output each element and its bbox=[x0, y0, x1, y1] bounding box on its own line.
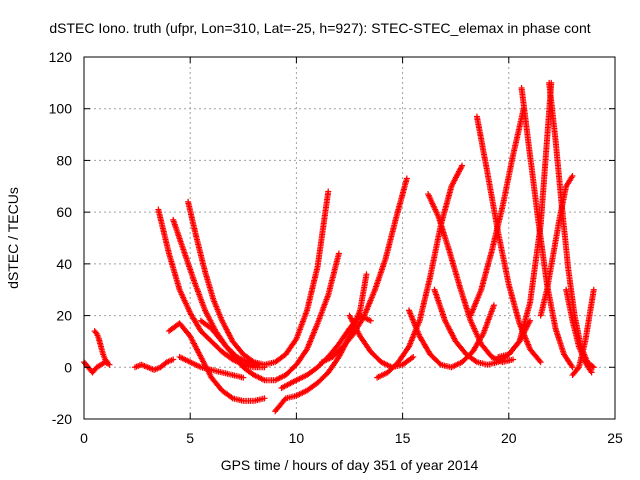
series-1 bbox=[91, 328, 111, 366]
series-9 bbox=[272, 271, 370, 415]
series-trace bbox=[199, 252, 342, 384]
series-trace bbox=[92, 329, 110, 364]
series-trace bbox=[178, 354, 245, 381]
x-tick-label: 0 bbox=[80, 430, 88, 446]
series-trace bbox=[375, 164, 465, 380]
x-tick-label: 10 bbox=[289, 430, 305, 446]
series-11 bbox=[318, 175, 410, 366]
x-axis-label: GPS time / hours of day 351 of year 2014 bbox=[221, 457, 479, 473]
series-6 bbox=[165, 320, 268, 404]
series-16 bbox=[431, 286, 534, 368]
y-tick-label: -20 bbox=[52, 411, 72, 427]
series-22 bbox=[537, 172, 576, 319]
series-trace bbox=[133, 357, 175, 373]
chart-title: dSTEC Iono. truth (ufpr, Lon=310, Lat=-2… bbox=[49, 20, 590, 36]
axis-ticks: 0 5 10 15 20 25 -20 0 20 40 60 80 100 120 bbox=[49, 49, 623, 446]
series-15 bbox=[425, 191, 517, 366]
y-tick-label: 80 bbox=[56, 152, 72, 168]
series-trace bbox=[538, 174, 575, 317]
y-tick-label: 40 bbox=[56, 256, 72, 272]
plot-frame bbox=[83, 56, 616, 420]
series-14 bbox=[405, 302, 497, 371]
y-tick-label: 0 bbox=[64, 359, 72, 375]
series-trace bbox=[468, 107, 527, 318]
y-tick-label: 20 bbox=[56, 308, 72, 324]
series-7 bbox=[197, 250, 342, 384]
series-trace bbox=[273, 272, 370, 413]
series-trace bbox=[185, 190, 331, 368]
series-2 bbox=[131, 356, 177, 373]
series-trace bbox=[167, 321, 266, 404]
data-point bbox=[104, 359, 111, 366]
x-tick-label: 20 bbox=[501, 430, 517, 446]
y-axis-label: dSTEC / TECUs bbox=[5, 187, 21, 289]
series-trace bbox=[406, 303, 497, 370]
series-13 bbox=[374, 162, 466, 381]
series-trace bbox=[496, 81, 555, 360]
y-tick-label: 120 bbox=[49, 49, 73, 65]
x-tick-label: 5 bbox=[186, 430, 194, 446]
series-trace bbox=[518, 86, 575, 369]
data-points bbox=[81, 79, 597, 415]
series-trace bbox=[432, 288, 533, 368]
x-tick-label: 15 bbox=[395, 430, 411, 446]
x-tick-label: 25 bbox=[607, 430, 623, 446]
series-trace bbox=[570, 288, 597, 377]
series-5 bbox=[185, 188, 332, 368]
series-8 bbox=[176, 353, 247, 381]
series-24 bbox=[569, 286, 597, 379]
y-tick-label: 60 bbox=[56, 204, 72, 220]
y-tick-label: 100 bbox=[49, 101, 73, 117]
